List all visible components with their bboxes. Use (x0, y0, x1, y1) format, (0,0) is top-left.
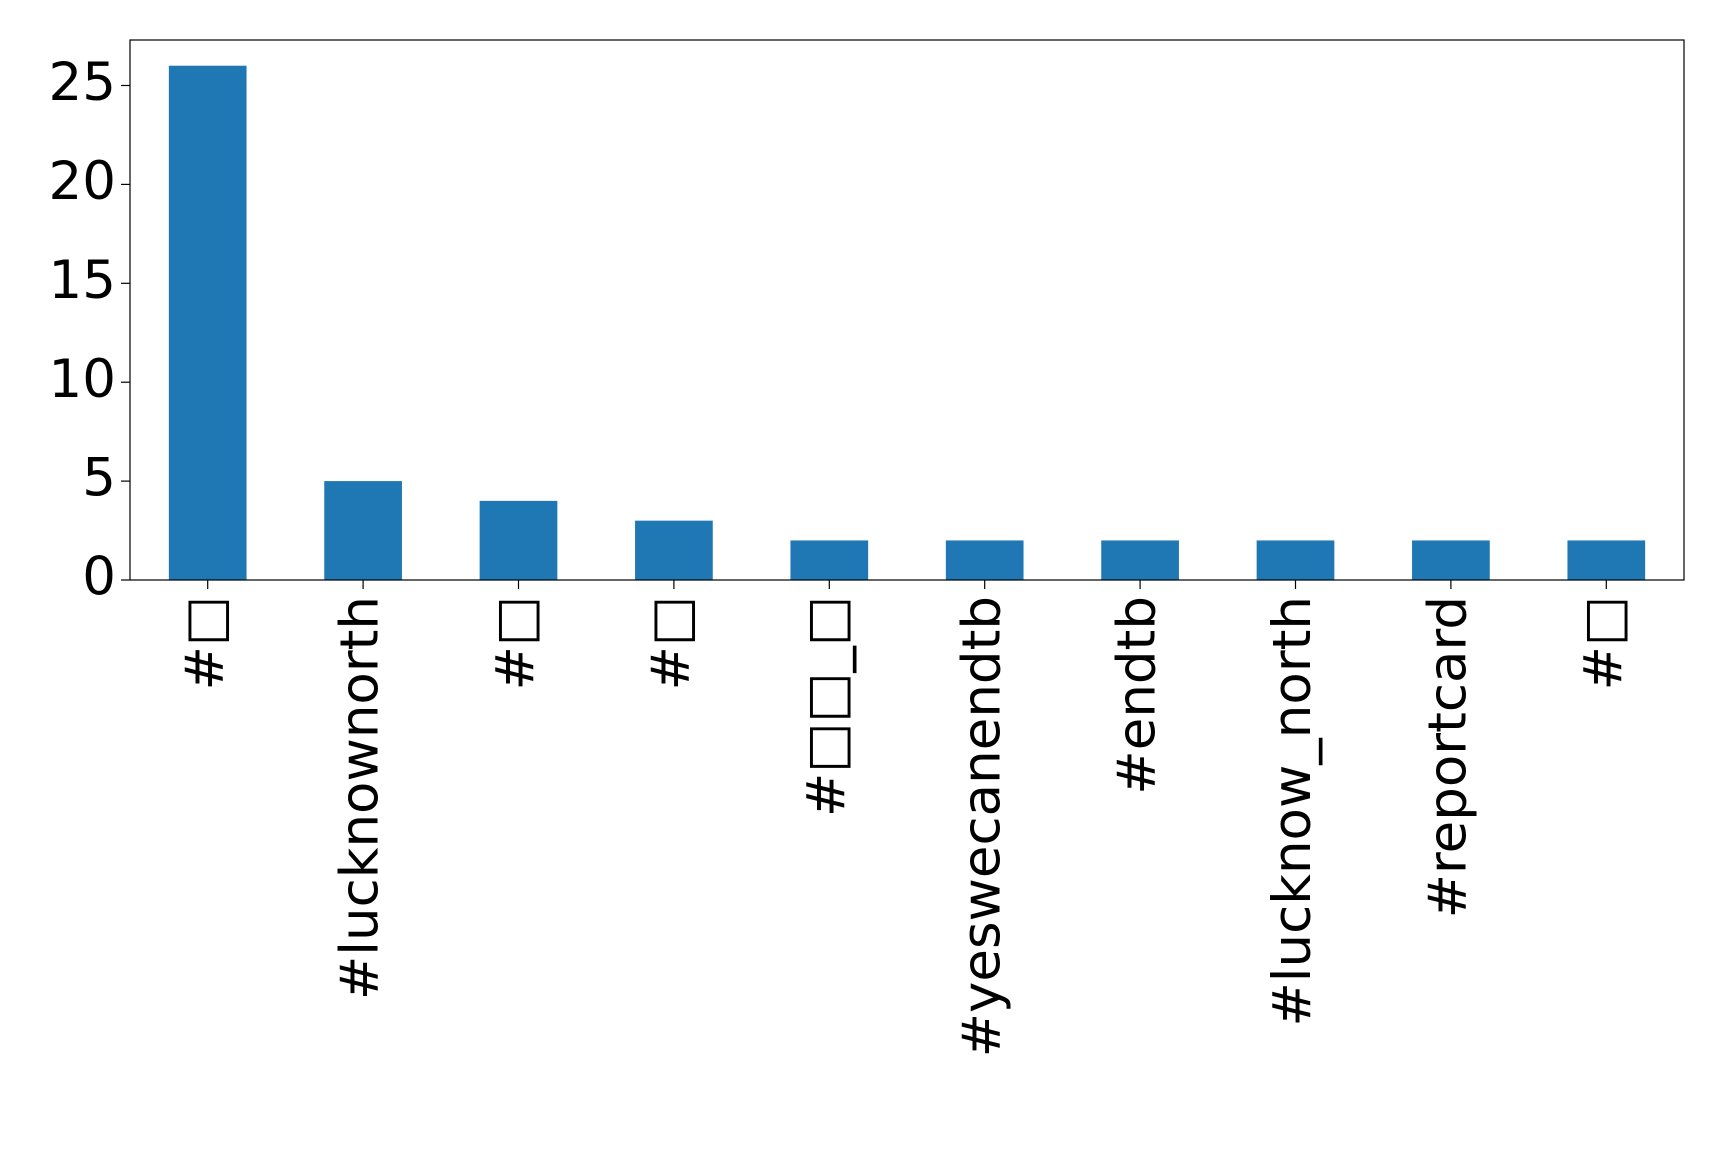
bar (1567, 540, 1646, 580)
plot-frame (129, 39, 1685, 581)
bar (479, 500, 558, 580)
x-tick-label: #□□_□ (796, 596, 857, 817)
y-tick-label: 25 (49, 52, 116, 113)
bar (324, 481, 402, 580)
x-tick-label: #□ (174, 596, 235, 690)
x-tick-label: #□ (485, 596, 546, 690)
bar (790, 540, 869, 580)
y-tick-label: 10 (49, 349, 116, 410)
x-tick-label: #yeswecanendtb (951, 596, 1012, 1057)
bar (168, 65, 247, 580)
x-tick-label: #□ (641, 596, 702, 690)
y-tick-label: 15 (49, 250, 116, 311)
x-tick-label: #□ (1573, 596, 1634, 690)
x-tick-label: #endtb (1107, 596, 1168, 795)
y-tick-label: 0 (82, 547, 116, 608)
y-tick-label: 20 (49, 151, 116, 212)
bar (1256, 540, 1335, 580)
bar (1412, 540, 1490, 580)
x-tick-label: #reportcard (1418, 596, 1479, 918)
bar (945, 540, 1024, 580)
x-tick-label: #lucknow_north (1262, 596, 1323, 1027)
x-tick-label: #lucknownorth (330, 596, 391, 1000)
y-tick-label: 5 (82, 448, 116, 509)
bar (635, 520, 713, 580)
bar (1101, 540, 1179, 580)
